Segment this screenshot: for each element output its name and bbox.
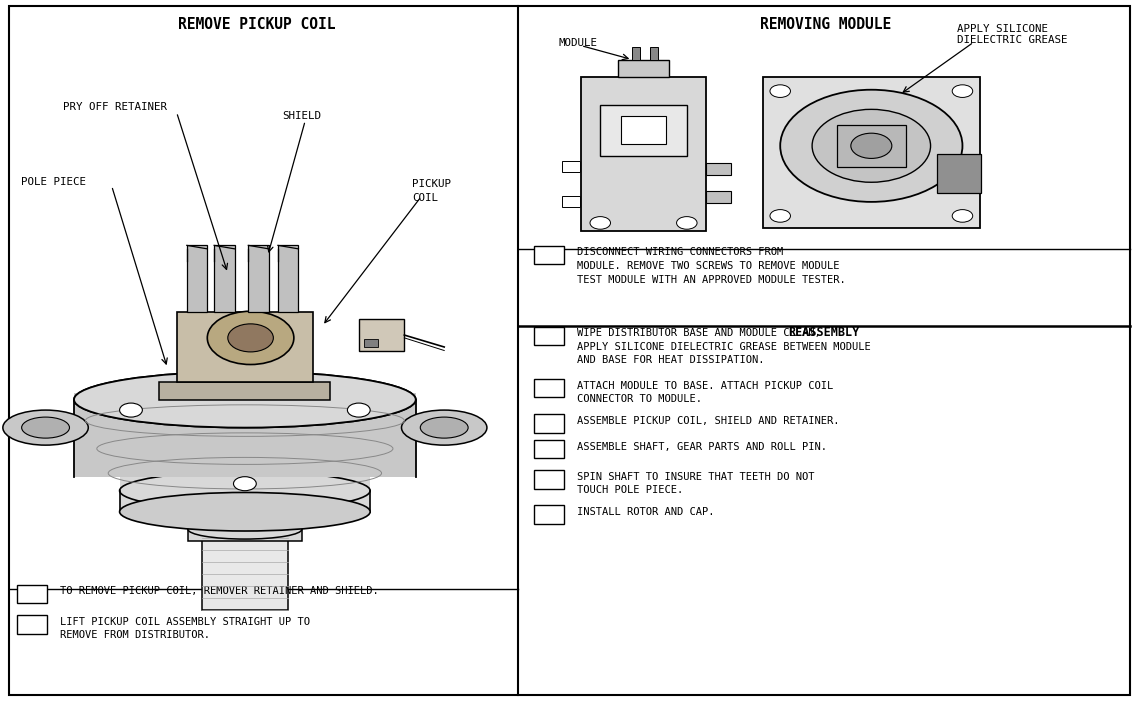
Bar (278, 245, 298, 312)
Bar (534, 440, 564, 458)
Bar (937, 154, 981, 193)
Text: 15: 15 (543, 510, 555, 519)
Circle shape (207, 311, 294, 365)
Circle shape (952, 210, 973, 222)
Bar (248, 245, 269, 312)
Bar (621, 116, 666, 144)
Bar (202, 526, 288, 610)
Text: 10: 10 (543, 331, 555, 341)
Text: C: C (333, 441, 339, 449)
Bar (188, 520, 302, 541)
Text: B: B (567, 162, 574, 170)
Bar (763, 77, 980, 228)
Bar (706, 163, 731, 175)
Bar (650, 47, 658, 60)
Text: DISCONNECT WIRING CONNECTORS FROM
MODULE. REMOVE TWO SCREWS TO REMOVE MODULE
TES: DISCONNECT WIRING CONNECTORS FROM MODULE… (577, 247, 846, 285)
Bar (706, 191, 731, 203)
Text: C: C (355, 462, 362, 470)
Text: ASSEMBLE SHAFT, GEAR PARTS AND ROLL PIN.: ASSEMBLE SHAFT, GEAR PARTS AND ROLL PIN. (577, 442, 827, 451)
Bar (534, 379, 564, 397)
Circle shape (952, 85, 973, 97)
Ellipse shape (74, 372, 416, 428)
Text: SPIN SHAFT TO INSURE THAT TEETH DO NOT
TOUCH POLE PIECE.: SPIN SHAFT TO INSURE THAT TEETH DO NOT T… (577, 472, 816, 496)
Text: APPLY SILICONE: APPLY SILICONE (957, 25, 1048, 34)
Text: 14: 14 (543, 475, 555, 484)
Ellipse shape (120, 471, 370, 510)
Circle shape (228, 324, 273, 352)
Text: TO REMOVE PICKUP COIL, REMOVER RETAINER AND SHIELD.: TO REMOVE PICKUP COIL, REMOVER RETAINER … (60, 586, 379, 596)
Bar (17, 585, 47, 603)
Bar (120, 442, 370, 512)
Text: MODULE: MODULE (558, 39, 597, 48)
Bar (618, 60, 669, 77)
Text: REMOVING MODULE: REMOVING MODULE (760, 17, 892, 32)
Bar (214, 245, 235, 312)
Text: DIELECTRIC GREASE: DIELECTRIC GREASE (957, 35, 1067, 45)
Text: COIL: COIL (412, 193, 439, 203)
Text: INSTALL ROTOR AND CAP.: INSTALL ROTOR AND CAP. (577, 507, 715, 517)
Bar (17, 615, 47, 634)
Text: +: + (567, 197, 574, 205)
Ellipse shape (74, 372, 416, 428)
Bar (581, 77, 706, 231)
Circle shape (770, 85, 790, 97)
Bar (534, 505, 564, 524)
Circle shape (770, 210, 790, 222)
Text: ATTACH MODULE TO BASE. ATTACH PICKUP COIL
CONNECTOR TO MODULE.: ATTACH MODULE TO BASE. ATTACH PICKUP COI… (577, 381, 834, 404)
Text: PICKUP: PICKUP (412, 179, 451, 189)
Text: POLE PIECE: POLE PIECE (21, 177, 85, 187)
Ellipse shape (22, 417, 69, 438)
Bar (159, 382, 330, 400)
Circle shape (347, 403, 370, 417)
Text: 8: 8 (28, 620, 35, 629)
Bar (187, 245, 207, 312)
Ellipse shape (420, 417, 468, 438)
Text: LIFT PICKUP COIL ASSEMBLY STRAIGHT UP TO
REMOVE FROM DISTRIBUTOR.: LIFT PICKUP COIL ASSEMBLY STRAIGHT UP TO… (60, 617, 310, 641)
Text: 13: 13 (543, 444, 555, 454)
Circle shape (812, 109, 931, 182)
Text: ASSEMBLE PICKUP COIL, SHIELD AND RETAINER.: ASSEMBLE PICKUP COIL, SHIELD AND RETAINE… (577, 416, 839, 426)
Circle shape (120, 403, 142, 417)
Text: REMOVE PICKUP COIL: REMOVE PICKUP COIL (178, 17, 335, 32)
Bar (534, 327, 564, 345)
Text: PRY OFF RETAINER: PRY OFF RETAINER (63, 102, 166, 111)
Bar (600, 105, 687, 156)
Ellipse shape (3, 410, 89, 445)
Text: 11: 11 (543, 383, 555, 393)
Bar (632, 47, 640, 60)
Text: SHIELD: SHIELD (282, 111, 321, 121)
Circle shape (677, 217, 697, 229)
Text: 9: 9 (546, 250, 552, 260)
Text: REASSEMBLY: REASSEMBLY (788, 327, 860, 339)
Bar (562, 196, 580, 207)
Circle shape (780, 90, 962, 202)
Ellipse shape (188, 510, 302, 530)
Circle shape (851, 133, 892, 158)
Circle shape (590, 217, 611, 229)
Text: WIPE DISTRIBUTOR BASE AND MODULE CLEAN,
APPLY SILICONE DIELECTRIC GREASE BETWEEN: WIPE DISTRIBUTOR BASE AND MODULE CLEAN, … (577, 328, 871, 365)
Ellipse shape (120, 492, 370, 531)
Bar (534, 246, 564, 264)
Bar (534, 414, 564, 433)
Bar (534, 470, 564, 489)
Bar (359, 319, 404, 350)
Bar (74, 393, 416, 477)
Circle shape (233, 477, 256, 491)
Text: 7: 7 (28, 589, 35, 599)
Ellipse shape (402, 410, 487, 445)
Bar (364, 339, 378, 347)
Text: 12: 12 (543, 418, 555, 428)
Bar (177, 312, 313, 382)
Bar (562, 161, 580, 172)
Ellipse shape (188, 519, 302, 539)
Bar (837, 125, 906, 167)
